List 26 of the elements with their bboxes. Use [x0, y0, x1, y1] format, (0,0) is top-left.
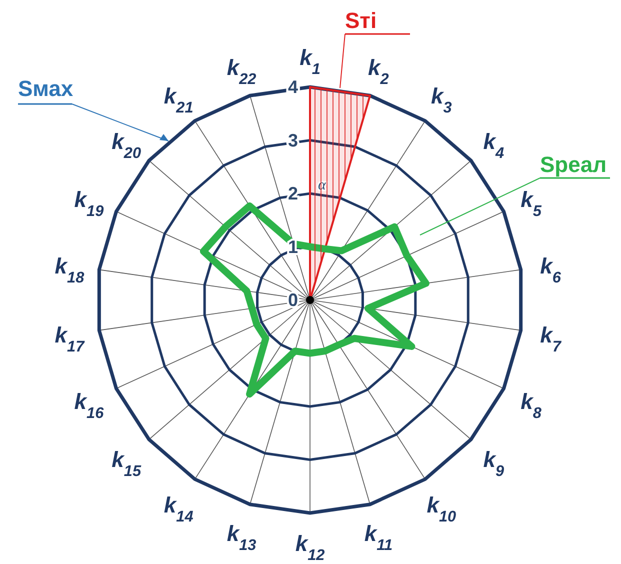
spoke-label: k$_{11}$: [364, 521, 393, 554]
spoke-label: k$_{8}$: [520, 388, 542, 422]
spoke-label: k$_{2}$: [368, 54, 390, 88]
spoke-label: k$_{18}$: [54, 253, 85, 286]
text: Sтi: [345, 8, 377, 33]
spoke-label: k$_{4}$: [483, 128, 504, 162]
spoke-label: k$_{19}$: [74, 187, 104, 220]
spoke-label: k$_{15}$: [112, 447, 142, 480]
spoke-label: k$_{20}$: [112, 128, 142, 162]
text: Sмах: [18, 76, 74, 101]
spoke-label: k$_{1}$: [300, 45, 320, 78]
spoke-label: k$_{5}$: [520, 187, 542, 220]
spoke-label: k$_{9}$: [483, 447, 504, 480]
spoke-label: k$_{13}$: [226, 521, 257, 554]
spoke-label: k$_{10}$: [426, 492, 456, 525]
spoke-label: k$_{3}$: [430, 84, 452, 116]
spoke-label: k$_{12}$: [295, 531, 326, 564]
spoke-label: k$_{21}$: [164, 84, 194, 116]
text: Sреал: [540, 152, 607, 177]
spoke-label: k$_{7}$: [540, 322, 562, 356]
spoke-label: k$_{16}$: [74, 388, 104, 422]
spoke-label: k$_{22}$: [226, 54, 257, 88]
spoke-label: k$_{14}$: [164, 492, 194, 525]
spoke-label: k$_{17}$: [54, 322, 86, 356]
y-tick-label: 1: [288, 236, 298, 257]
spoke-label: k$_{6}$: [540, 253, 562, 286]
